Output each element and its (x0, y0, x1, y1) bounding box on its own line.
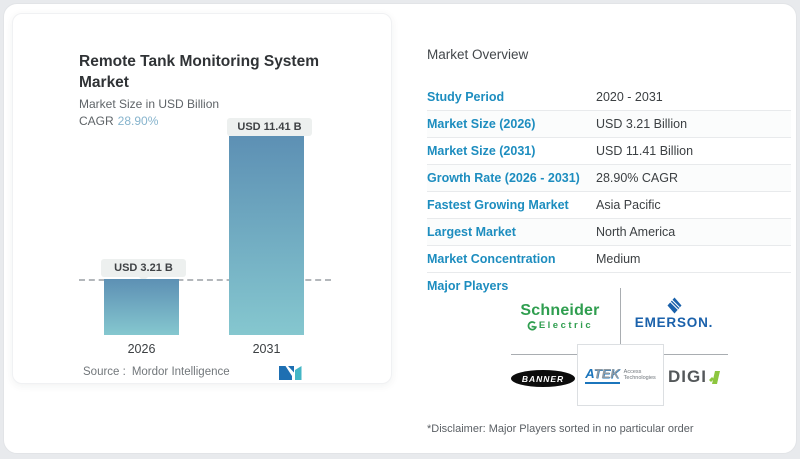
schneider-electric-line: Electric (512, 320, 608, 331)
table-row: Fastest Growing Market Asia Pacific (427, 192, 791, 219)
x-axis-label-2026: 2026 (127, 342, 156, 356)
bar-value-label-2031: USD 11.41 B (227, 118, 312, 141)
atek-subtext: Access Technologies (624, 369, 656, 382)
market-chart-card: Remote Tank Monitoring System Market Mar… (12, 13, 392, 384)
row-value: Medium (596, 252, 641, 266)
schneider-wordmark: Schneider (520, 302, 600, 319)
row-label: Growth Rate (2026 - 2031) (427, 171, 580, 185)
schneider-spiral-icon (527, 320, 537, 330)
cagr-label: CAGR (79, 114, 114, 128)
table-row: Study Period 2020 - 2031 (427, 84, 791, 111)
row-value: 2020 - 2031 (596, 90, 663, 104)
banner-logo: BANNER (511, 370, 575, 387)
table-row: Market Concentration Medium (427, 246, 791, 273)
bar-value-text-2031: USD 11.41 B (237, 121, 302, 133)
schneider-electric-logo: Schneider Electric (512, 302, 608, 331)
mordor-intelligence-logo-icon (279, 366, 302, 380)
x-axis-label-2031: 2031 (252, 342, 281, 356)
bar-value-label-2026: USD 3.21 B (101, 259, 186, 282)
source-prefix: Source : (83, 366, 126, 378)
atek-wordmark: ATEK (585, 365, 620, 384)
row-value: USD 3.21 Billion (596, 117, 688, 131)
source-name: Mordor Intelligence (131, 366, 230, 378)
table-row: Largest Market North America (427, 219, 791, 246)
banner-wordmark: BANNER (521, 373, 565, 384)
row-label: Market Size (2026) (427, 117, 536, 131)
emerson-wordmark: EMERSON. (634, 315, 714, 330)
row-value: North America (596, 225, 676, 239)
logo-grid-vertical-divider (620, 288, 621, 345)
table-row: Market Size (2026) USD 3.21 Billion (427, 111, 791, 138)
disclaimer-text: *Disclaimer: Major Players sorted in no … (427, 423, 694, 435)
chart-title: Remote Tank Monitoring System Market (79, 53, 319, 91)
bar-2031 (229, 136, 304, 335)
major-players-label: Major Players (427, 279, 509, 293)
chart-subtitle: Market Size in USD Billion (79, 97, 220, 111)
atek-logo-card: ATEK Access Technologies (577, 344, 664, 406)
digi-logo: DIGI (668, 367, 720, 387)
table-row: Growth Rate (2026 - 2031) 28.90% CAGR (427, 165, 791, 192)
source-attribution: Source : Mordor Intelligence (83, 366, 230, 378)
reference-dashed-line (79, 279, 331, 281)
emerson-diamond-icon (667, 297, 681, 314)
digi-green-flag-icon (708, 370, 720, 384)
chart-cagr-line: CAGR 28.90% (79, 114, 158, 128)
digi-wordmark: DIGI (668, 367, 707, 386)
row-label: Fastest Growing Market (427, 198, 569, 212)
atek-subtext-line2: Technologies (623, 375, 656, 381)
overview-table: Study Period 2020 - 2031 Market Size (20… (427, 84, 791, 273)
row-value: USD 11.41 Billion (596, 144, 694, 158)
row-label: Largest Market (427, 225, 516, 239)
bar-2026 (104, 279, 179, 335)
row-label: Study Period (427, 90, 505, 104)
atek-subtext-line1: Access (623, 368, 642, 375)
row-label: Market Concentration (427, 252, 556, 266)
logo-grid-horizontal-divider (664, 354, 728, 355)
atek-letter-a: A (585, 365, 594, 381)
schneider-electric-text: Electric (538, 320, 594, 331)
emerson-logo: EMERSON. (630, 297, 718, 330)
cagr-value: 28.90% (117, 114, 159, 128)
row-value: Asia Pacific (596, 198, 661, 212)
row-label: Market Size (2031) (427, 144, 536, 158)
table-row: Market Size (2031) USD 11.41 Billion (427, 138, 791, 165)
overview-title: Market Overview (427, 47, 529, 62)
bar-value-text-2026: USD 3.21 B (114, 262, 173, 274)
atek-letters-tek: TEK (593, 365, 620, 381)
logo-grid-horizontal-divider (511, 354, 577, 355)
row-value: 28.90% CAGR (596, 171, 678, 185)
